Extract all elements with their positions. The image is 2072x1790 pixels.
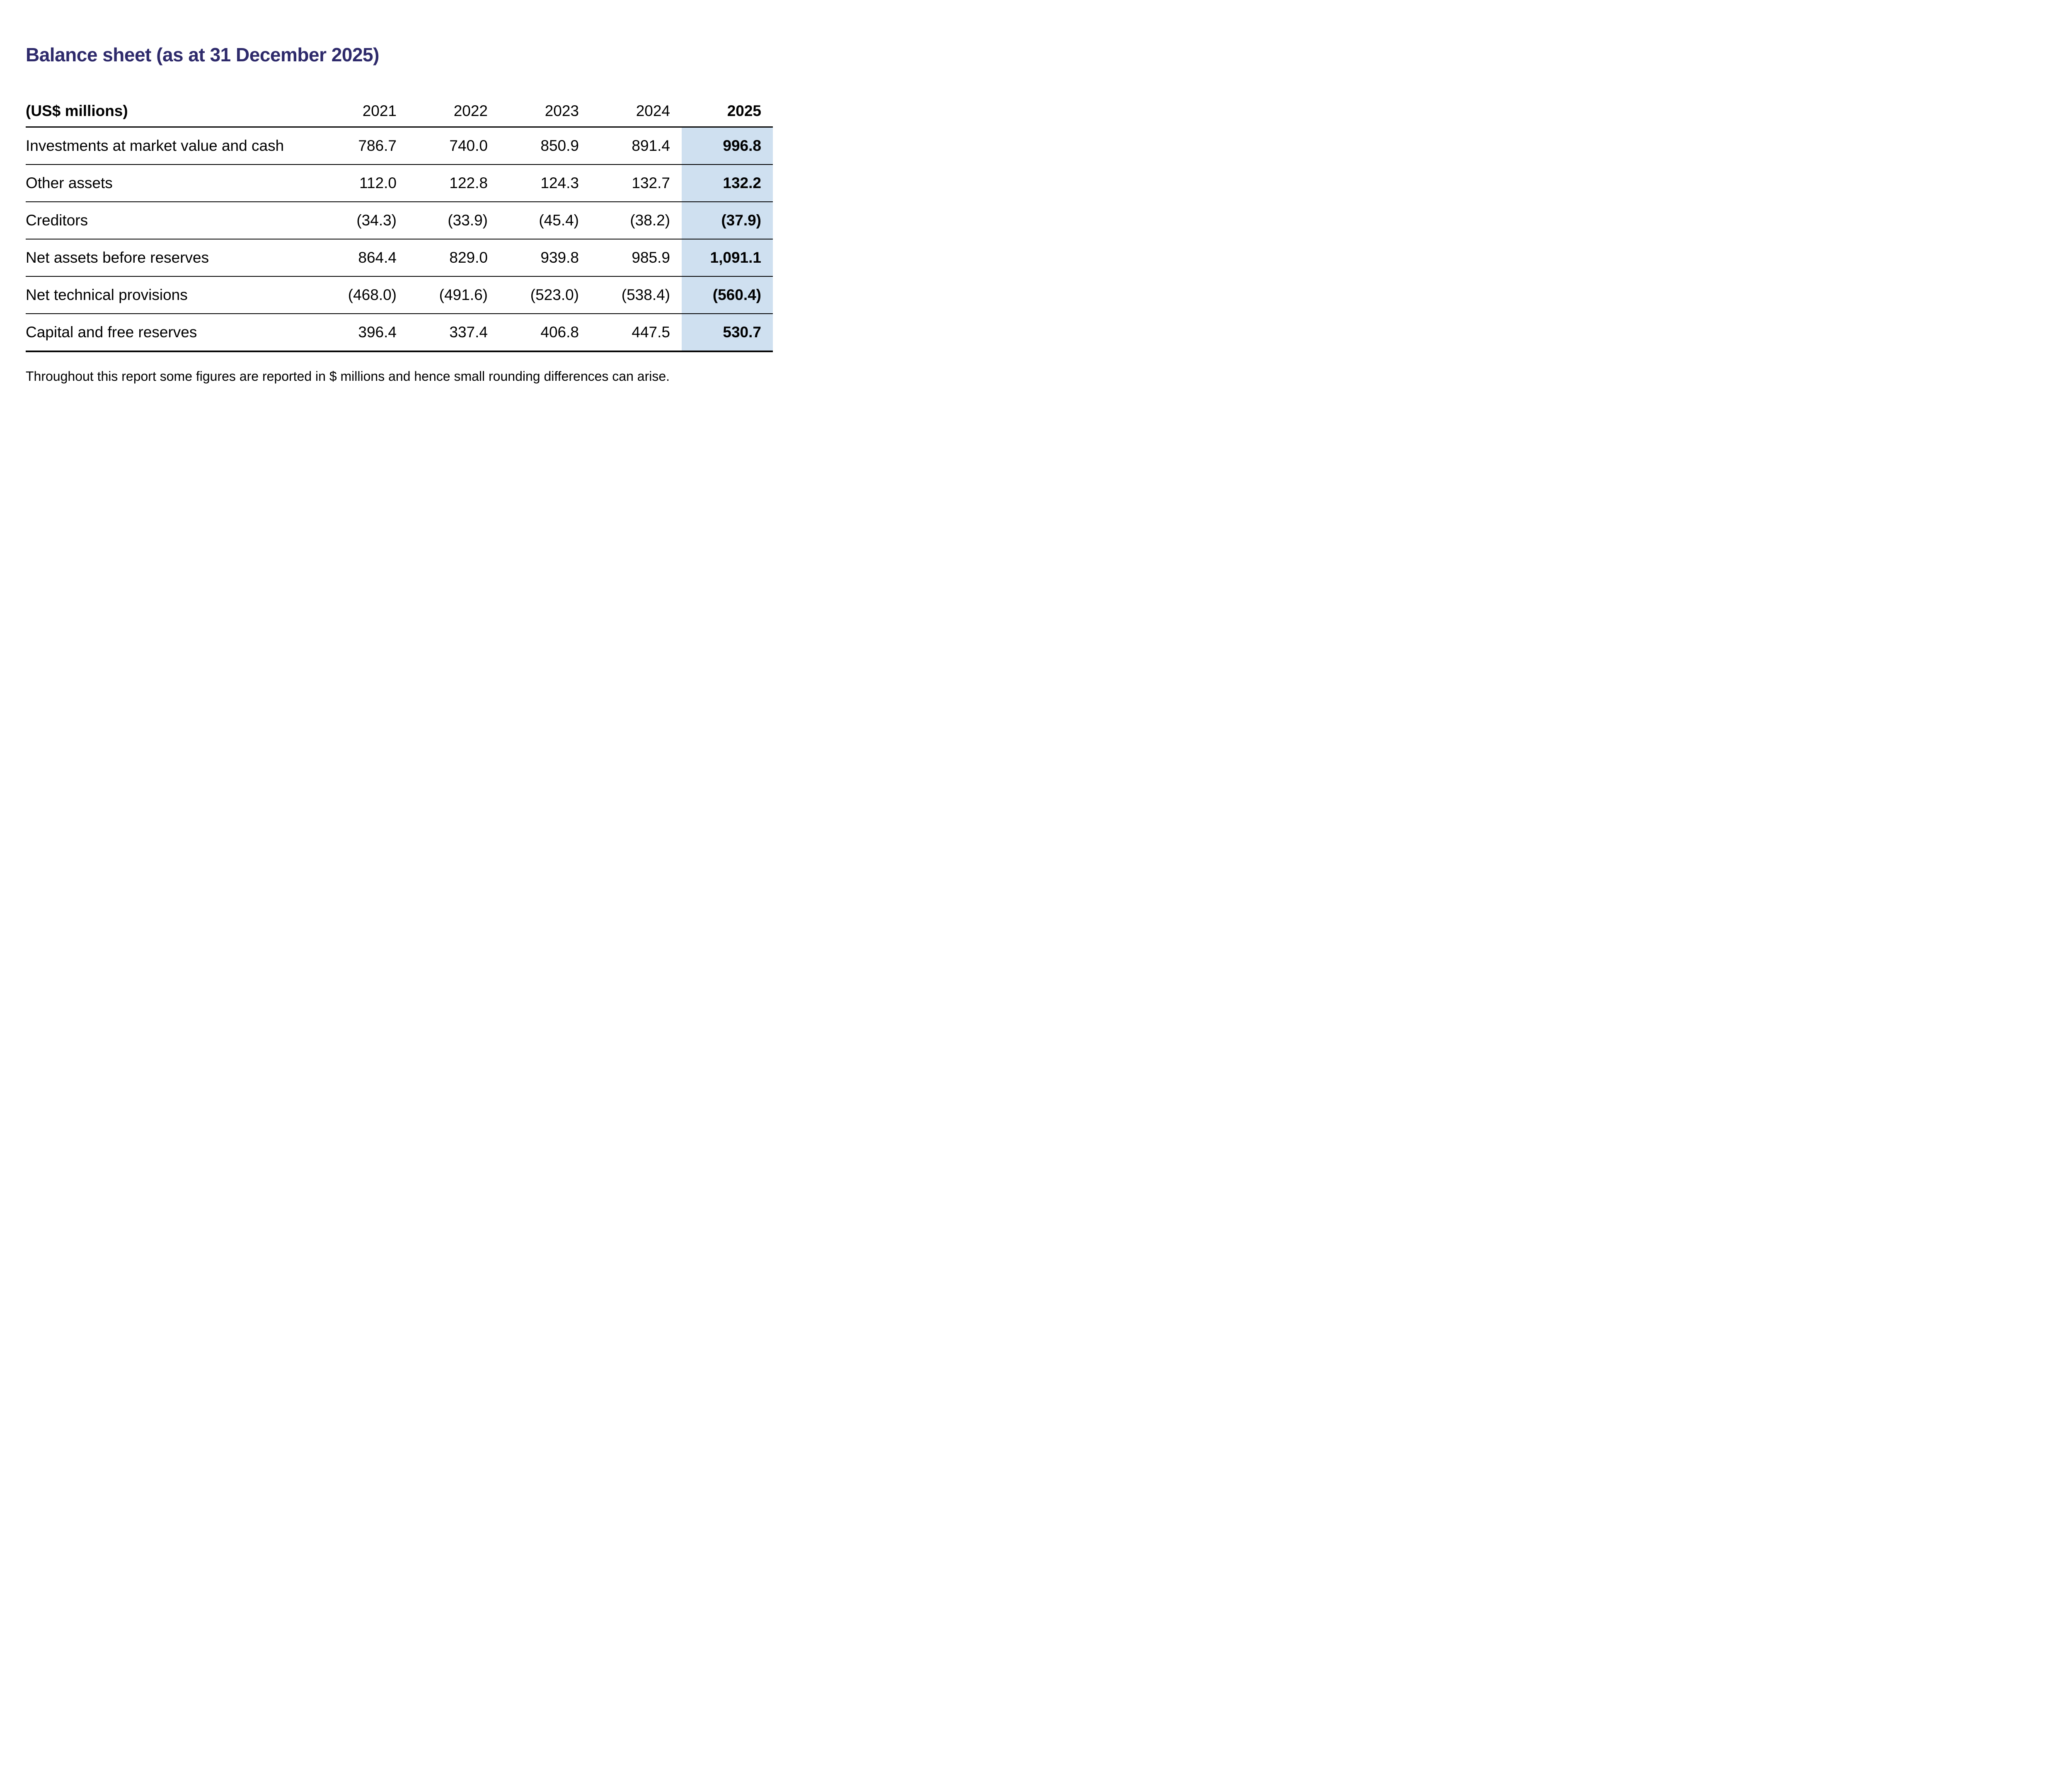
column-header-units: (US$ millions) <box>26 90 317 128</box>
table-row: Net technical provisions (468.0) (491.6)… <box>26 276 773 314</box>
column-header-year-2024: 2024 <box>591 90 682 128</box>
cell-value: 939.8 <box>499 239 591 277</box>
cell-value: 447.5 <box>591 313 682 352</box>
cell-value: (34.3) <box>317 201 408 239</box>
table-row: Other assets 112.0 122.8 124.3 132.7 132… <box>26 164 773 202</box>
cell-value: 740.0 <box>408 127 499 165</box>
column-header-year-2021: 2021 <box>317 90 408 128</box>
column-header-year-2023: 2023 <box>499 90 591 128</box>
cell-value: (38.2) <box>591 201 682 239</box>
cell-value-highlighted: 132.2 <box>682 164 773 202</box>
cell-value: 337.4 <box>408 313 499 352</box>
cell-value-highlighted: (560.4) <box>682 276 773 314</box>
cell-value: 850.9 <box>499 127 591 165</box>
cell-value: 124.3 <box>499 164 591 202</box>
row-label: Net technical provisions <box>26 276 317 314</box>
column-header-year-2025: 2025 <box>682 90 773 128</box>
cell-value: 132.7 <box>591 164 682 202</box>
cell-value: 112.0 <box>317 164 408 202</box>
table-row: Creditors (34.3) (33.9) (45.4) (38.2) (3… <box>26 201 773 239</box>
table-row: Investments at market value and cash 786… <box>26 127 773 165</box>
cell-value: (33.9) <box>408 201 499 239</box>
cell-value-highlighted: 1,091.1 <box>682 239 773 277</box>
report-page: Balance sheet (as at 31 December 2025) (… <box>0 0 796 448</box>
cell-value: (523.0) <box>499 276 591 314</box>
column-header-year-2022: 2022 <box>408 90 499 128</box>
cell-value-highlighted: 530.7 <box>682 313 773 352</box>
table-body: Investments at market value and cash 786… <box>26 127 773 352</box>
row-label: Investments at market value and cash <box>26 127 317 165</box>
cell-value-highlighted: 996.8 <box>682 127 773 165</box>
table-row: Net assets before reserves 864.4 829.0 9… <box>26 239 773 277</box>
cell-value: 829.0 <box>408 239 499 277</box>
page-title: Balance sheet (as at 31 December 2025) <box>26 44 379 65</box>
cell-value: (45.4) <box>499 201 591 239</box>
cell-value: 786.7 <box>317 127 408 165</box>
cell-value: (468.0) <box>317 276 408 314</box>
cell-value: 122.8 <box>408 164 499 202</box>
cell-value: 406.8 <box>499 313 591 352</box>
table-row: Capital and free reserves 396.4 337.4 40… <box>26 313 773 352</box>
cell-value: (538.4) <box>591 276 682 314</box>
footnote: Throughout this report some figures are … <box>26 368 670 384</box>
row-label: Capital and free reserves <box>26 313 317 352</box>
table-header-row: (US$ millions) 2021 2022 2023 2024 2025 <box>26 90 773 128</box>
cell-value-highlighted: (37.9) <box>682 201 773 239</box>
row-label: Creditors <box>26 201 317 239</box>
cell-value: 985.9 <box>591 239 682 277</box>
cell-value: 396.4 <box>317 313 408 352</box>
balance-sheet-table: (US$ millions) 2021 2022 2023 2024 2025 … <box>26 90 773 352</box>
cell-value: (491.6) <box>408 276 499 314</box>
table-header: (US$ millions) 2021 2022 2023 2024 2025 <box>26 90 773 128</box>
cell-value: 891.4 <box>591 127 682 165</box>
row-label: Net assets before reserves <box>26 239 317 277</box>
cell-value: 864.4 <box>317 239 408 277</box>
row-label: Other assets <box>26 164 317 202</box>
